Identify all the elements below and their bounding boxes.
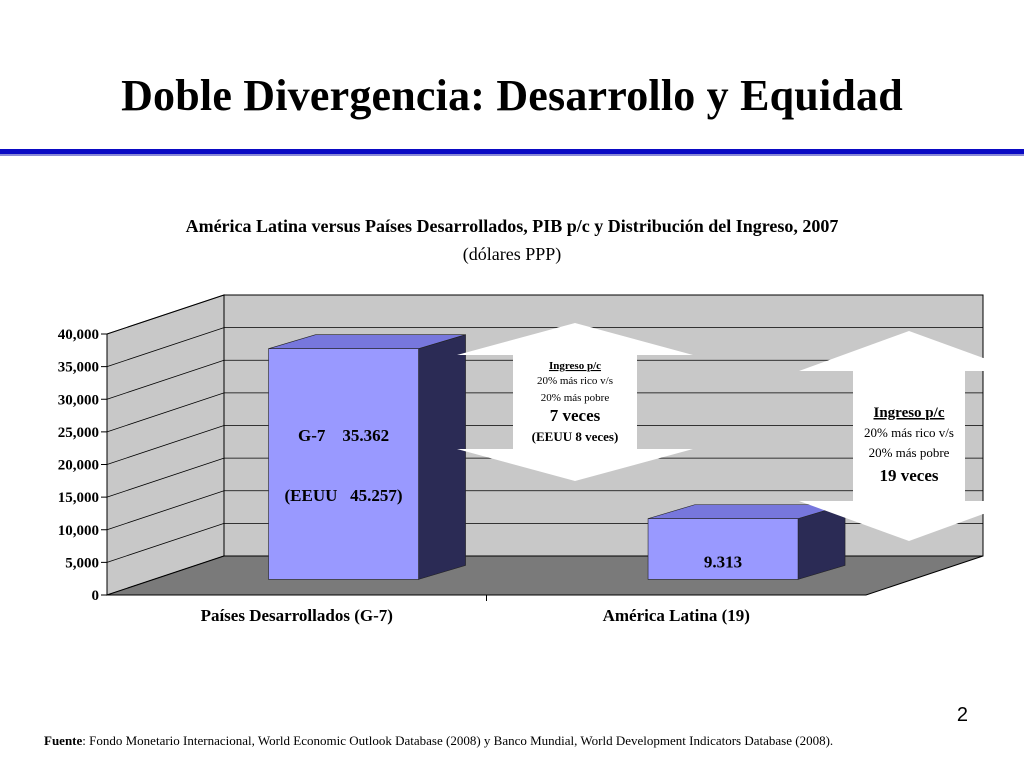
- bar-data-label: G-7 35.362: [298, 426, 389, 445]
- y-tick-label: 25,000: [58, 425, 99, 441]
- annotation-heading: Ingreso p/c: [549, 360, 601, 372]
- footnote-label: Fuente: [44, 733, 83, 748]
- annotation-emphasis: 19 veces: [879, 466, 938, 485]
- y-tick-label: 15,000: [58, 490, 99, 506]
- chart-floor: [106, 555, 984, 596]
- annotation-note: (EEUU 8 veces): [532, 429, 619, 444]
- y-gridline: [106, 294, 983, 335]
- x-tick-label: América Latina (19): [603, 606, 750, 625]
- bar-data-label: (EEUU 45.257): [285, 486, 403, 505]
- bar-side-1: [418, 334, 466, 580]
- annotation-emphasis: 7 veces: [550, 406, 601, 425]
- y-tick-label: 30,000: [58, 392, 99, 408]
- annotation-line: 20% más pobre: [869, 445, 950, 460]
- page-number: 2: [956, 704, 968, 726]
- chart-title: América Latina versus Países Desarrollad…: [185, 216, 839, 236]
- y-tick-label: 40,000: [58, 327, 99, 343]
- footnote-text: : Fondo Monetario Internacional, World E…: [82, 733, 834, 748]
- y-tick-label: 5,000: [65, 555, 99, 571]
- y-tick-label: 0: [92, 588, 100, 604]
- y-gridline: [106, 425, 983, 465]
- title-rule: [0, 149, 1024, 154]
- annotation-heading: Ingreso p/c: [874, 405, 945, 421]
- bar-2: [647, 518, 799, 580]
- y-gridline: [106, 327, 983, 368]
- annotation-line: 20% más pobre: [541, 392, 610, 404]
- annotation-line: 20% más rico v/s: [864, 425, 954, 440]
- y-gridline: [106, 392, 983, 433]
- chart-subtitle: (dólares PPP): [462, 244, 562, 264]
- y-gridline: [106, 457, 983, 498]
- y-tick-label: 10,000: [58, 523, 99, 539]
- annotation-line: 20% más rico v/s: [537, 375, 613, 387]
- slide-title: Doble Divergencia: Desarrollo y Equidad: [121, 71, 903, 120]
- bar-data-label: 9.313: [704, 552, 742, 571]
- y-gridline: [106, 490, 983, 531]
- footnote: Fuente: Fondo Monetario Internacional, W…: [44, 733, 833, 749]
- x-tick-label: Países Desarrollados (G-7): [201, 606, 393, 625]
- y-tick-label: 20,000: [58, 458, 99, 474]
- bar-1: [268, 348, 419, 580]
- y-gridline: [106, 359, 983, 400]
- title-rule-shadow: [0, 154, 1024, 156]
- annotation-arrow-1: [457, 323, 693, 481]
- annotation-arrow-2: [799, 331, 1019, 541]
- y-tick-label: 35,000: [58, 360, 99, 376]
